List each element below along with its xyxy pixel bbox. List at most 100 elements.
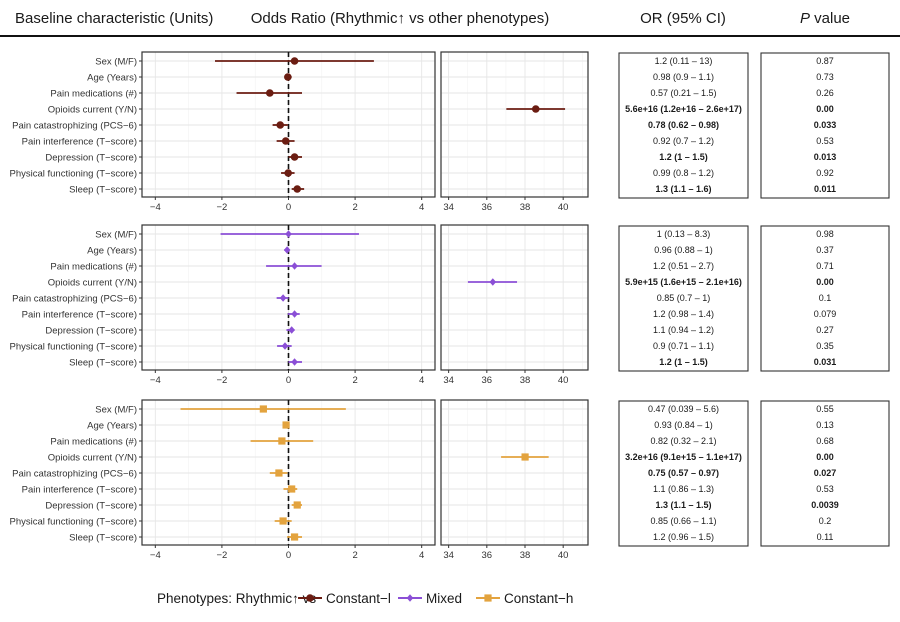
row-label: Opioids current (Y/N) [48, 452, 137, 463]
x-tick-label: 2 [352, 375, 357, 386]
header-characteristic: Baseline characteristic (Units) [15, 10, 213, 27]
p-value-cell: 0.92 [816, 168, 834, 178]
x-tick-label: 40 [558, 202, 569, 213]
row-label: Age (Years) [87, 72, 137, 83]
or-ci-cell: 0.78 (0.62 – 0.98) [648, 120, 719, 130]
point-estimate-marker [489, 278, 497, 286]
x-tick-label: 0 [286, 202, 291, 213]
panel-0: −4 −2 0 2 4 34 36 38 40 Sex (M/F) Age (Years) Pain … [9, 51, 890, 213]
p-value-cell: 0.079 [814, 309, 837, 319]
p-value-cell: 0.11 [817, 532, 834, 542]
point-estimate-marker [288, 485, 296, 493]
point-estimate-marker [278, 437, 286, 445]
point-estimate-marker [284, 169, 292, 177]
p-value-cell: 0.71 [816, 261, 834, 271]
row-label: Physical functioning (T−score) [9, 341, 137, 352]
x-tick-label: 34 [443, 550, 454, 561]
right-panel-grid [441, 52, 588, 197]
point-estimate-marker [259, 405, 267, 413]
row-label: Pain medications (#) [50, 261, 137, 272]
p-value-cell: 0.68 [816, 436, 834, 446]
x-tick-label: −2 [216, 202, 227, 213]
p-value-cell: 0.00 [816, 277, 834, 287]
point-estimate-marker [290, 533, 299, 541]
x-tick-label: 38 [520, 202, 531, 213]
panel-1: −4 −2 0 2 4 34 36 38 40 Sex (M/F) Age (Years) Pain … [9, 224, 890, 386]
point-estimate-marker [531, 105, 540, 113]
point-estimate-marker [275, 469, 283, 477]
row-label: Age (Years) [87, 245, 137, 256]
right-panel-border [440, 399, 589, 546]
right-panel-border [440, 51, 589, 198]
point-estimate-marker [290, 57, 299, 65]
or-ci-cell: 1.3 (1.1 – 1.6) [655, 184, 711, 194]
x-tick-label: 40 [558, 550, 569, 561]
point-estimate-marker [281, 342, 289, 350]
row-label: Pain interference (T−score) [22, 136, 137, 147]
row-label: Opioids current (Y/N) [48, 104, 137, 115]
point-estimate-marker [279, 294, 287, 302]
or-ci-cell: 0.93 (0.84 – 1) [654, 420, 713, 430]
x-tick-label: 4 [419, 202, 424, 213]
x-tick-label: 40 [558, 375, 569, 386]
x-tick-label: 38 [520, 550, 531, 561]
or-ci-cell: 1.3 (1.1 – 1.5) [655, 500, 711, 510]
row-label: Sleep (T−score) [69, 184, 137, 195]
panel-2: −4 −2 0 2 4 34 36 38 40 Sex (M/F) Age (Years) Pain … [9, 399, 890, 561]
row-label: Physical functioning (T−score) [9, 516, 137, 527]
or-ci-cell: 5.6e+16 (1.2e+16 – 2.6e+17) [625, 104, 742, 114]
point-estimate-marker [406, 594, 414, 602]
legend-item-mixed: Mixed [398, 591, 462, 606]
point-estimate-marker [291, 262, 298, 270]
p-value-cell: 0.87 [816, 56, 834, 66]
or-ci-table: 1 (0.13 – 8.3) 0.96 (0.88 – 1) 1.2 (0.51 –… [618, 225, 749, 372]
or-ci-cell: 0.99 (0.8 – 1.2) [653, 168, 714, 178]
p-value-cell: 0.031 [814, 357, 837, 367]
legend-label: Constant−l [326, 591, 391, 606]
x-tick-label: 0 [286, 375, 291, 386]
p-value-cell: 0.2 [819, 516, 832, 526]
row-label: Sex (M/F) [95, 56, 137, 67]
row-label: Pain medications (#) [50, 88, 137, 99]
or-ci-cell: 0.82 (0.32 – 2.1) [650, 436, 716, 446]
or-ci-cell: 1.2 (0.51 – 2.7) [653, 261, 714, 271]
p-value-cell: 0.53 [816, 136, 834, 146]
row-label: Sex (M/F) [95, 404, 137, 415]
or-ci-cell: 1.1 (0.94 – 1.2) [653, 325, 714, 335]
p-value-cell: 0.37 [816, 245, 834, 255]
row-label: Pain interference (T−score) [22, 309, 137, 320]
point-estimate-marker [484, 594, 492, 602]
legend-prefix: Phenotypes: Rhythmic↑ vs [157, 591, 316, 606]
point-estimate-marker [282, 421, 290, 429]
row-label: Pain catastrophizing (PCS−6) [12, 120, 137, 131]
x-tick-label: 34 [443, 375, 454, 386]
right-panel-grid [441, 225, 588, 370]
or-ci-cell: 1.2 (0.98 – 1.4) [653, 309, 714, 319]
p-value-cell: 0.13 [816, 420, 834, 430]
or-ci-cell: 0.9 (0.71 – 1.1) [653, 341, 714, 351]
header-p-value: P value [800, 10, 850, 27]
x-tick-label: 36 [482, 202, 493, 213]
row-label: Pain catastrophizing (PCS−6) [12, 293, 137, 304]
header-or-ci: OR (95% CI) [640, 10, 726, 27]
x-tick-label: 2 [352, 202, 357, 213]
row-label: Pain medications (#) [50, 436, 137, 447]
row-label: Sleep (T−score) [69, 532, 137, 543]
point-estimate-marker [521, 453, 529, 461]
or-ci-cell: 1.1 (0.86 – 1.3) [653, 484, 714, 494]
x-tick-label: 38 [520, 375, 531, 386]
x-tick-label: −4 [150, 375, 161, 386]
p-value-cell: 0.27 [816, 325, 834, 335]
row-label: Physical functioning (T−score) [9, 168, 137, 179]
legend-item-constant-l: Constant−l [298, 591, 391, 606]
p-value-cell: 0.00 [816, 104, 834, 114]
p-value-cell: 0.35 [816, 341, 834, 351]
legend: Phenotypes: Rhythmic↑ vs Constant−l Mixed C… [157, 591, 573, 606]
or-ci-table-border [618, 52, 749, 199]
or-ci-table-border [618, 225, 749, 372]
point-estimate-marker [293, 501, 301, 509]
p-value-cell: 0.013 [814, 152, 837, 162]
x-tick-label: 2 [352, 550, 357, 561]
p-value-cell: 0.027 [814, 468, 837, 478]
